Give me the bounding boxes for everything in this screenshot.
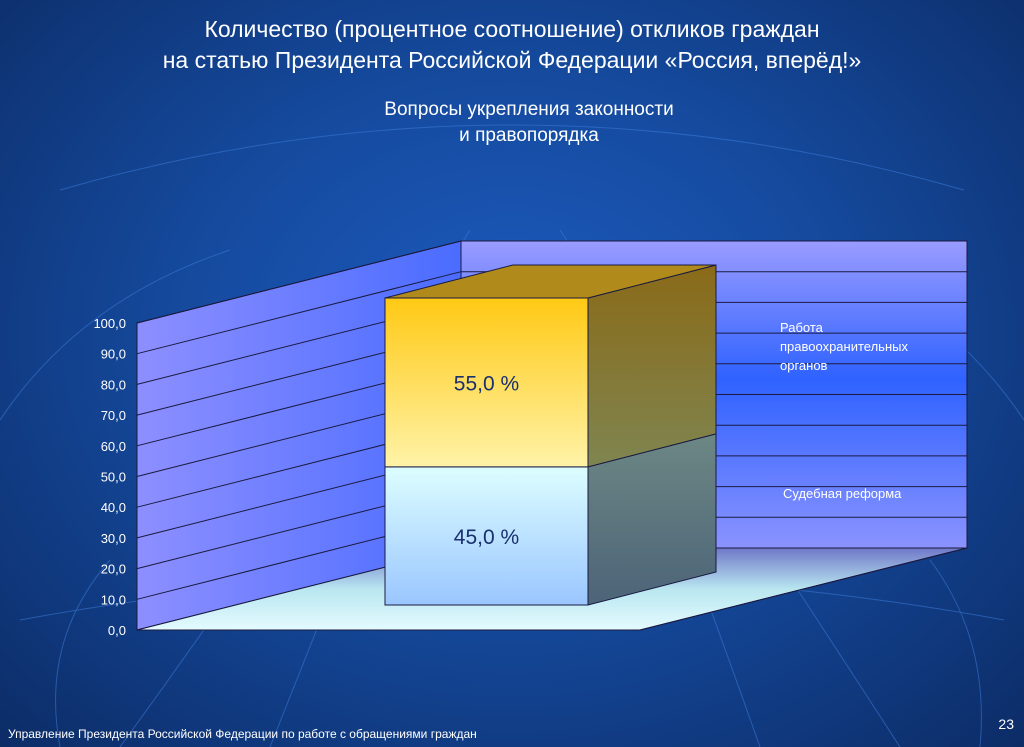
- gridline: [136, 240, 967, 324]
- y-tick-label: 40,0: [101, 500, 126, 515]
- legend-label-work: органов: [780, 358, 828, 373]
- gridline: [136, 271, 967, 355]
- y-tick-label: 10,0: [101, 592, 126, 607]
- bar-top-face: [384, 264, 717, 299]
- title-line-1: Количество (процентное соотношение) откл…: [204, 16, 820, 42]
- floor-right-edge: [639, 547, 968, 631]
- legend-label-work: Работа: [780, 320, 824, 335]
- y-axis-ticks: 0,0 10,0 20,0 30,0 40,0 50,0 60,0 70,0 80,0 90,0 1…: [93, 316, 126, 638]
- bar-side-segment: [587, 264, 717, 468]
- y-tick-label: 70,0: [101, 408, 126, 423]
- slide-title: Количество (процентное соотношение) откл…: [0, 14, 1024, 76]
- y-tick-label: 80,0: [101, 377, 126, 392]
- y-tick-label: 60,0: [101, 439, 126, 454]
- data-label: 55,0 %: [454, 372, 519, 395]
- y-tick-label: 90,0: [101, 347, 126, 362]
- title-line-2: на статью Президента Российской Федераци…: [162, 47, 862, 73]
- legend: Работа правоохранительных органов Судебная …: [780, 320, 908, 501]
- subtitle-line-2: и правопорядка: [459, 125, 599, 146]
- y-tick-label: 20,0: [101, 562, 126, 577]
- legend-entry-court: Судебная реформа: [783, 486, 902, 501]
- page-number: 23: [998, 716, 1014, 732]
- chart-subtitle: Вопросы укрепления законности и правопор…: [0, 97, 1024, 149]
- bar-segments: 45,0 % 55,0 %: [384, 264, 717, 606]
- subtitle-line-1: Вопросы укрепления законности: [384, 99, 674, 120]
- y-tick-label: 50,0: [101, 470, 126, 485]
- data-label: 45,0 %: [454, 526, 519, 549]
- legend-entry-work: Работа правоохранительных органов: [780, 320, 908, 373]
- legend-label-court: Судебная реформа: [783, 486, 902, 501]
- y-tick-label: 30,0: [101, 531, 126, 546]
- y-tick-label: 100,0: [93, 316, 126, 331]
- footer-text: Управление Президента Российской Федерац…: [8, 727, 477, 741]
- legend-label-work: правоохранительных: [780, 339, 908, 354]
- y-tick-label: 0,0: [108, 623, 126, 638]
